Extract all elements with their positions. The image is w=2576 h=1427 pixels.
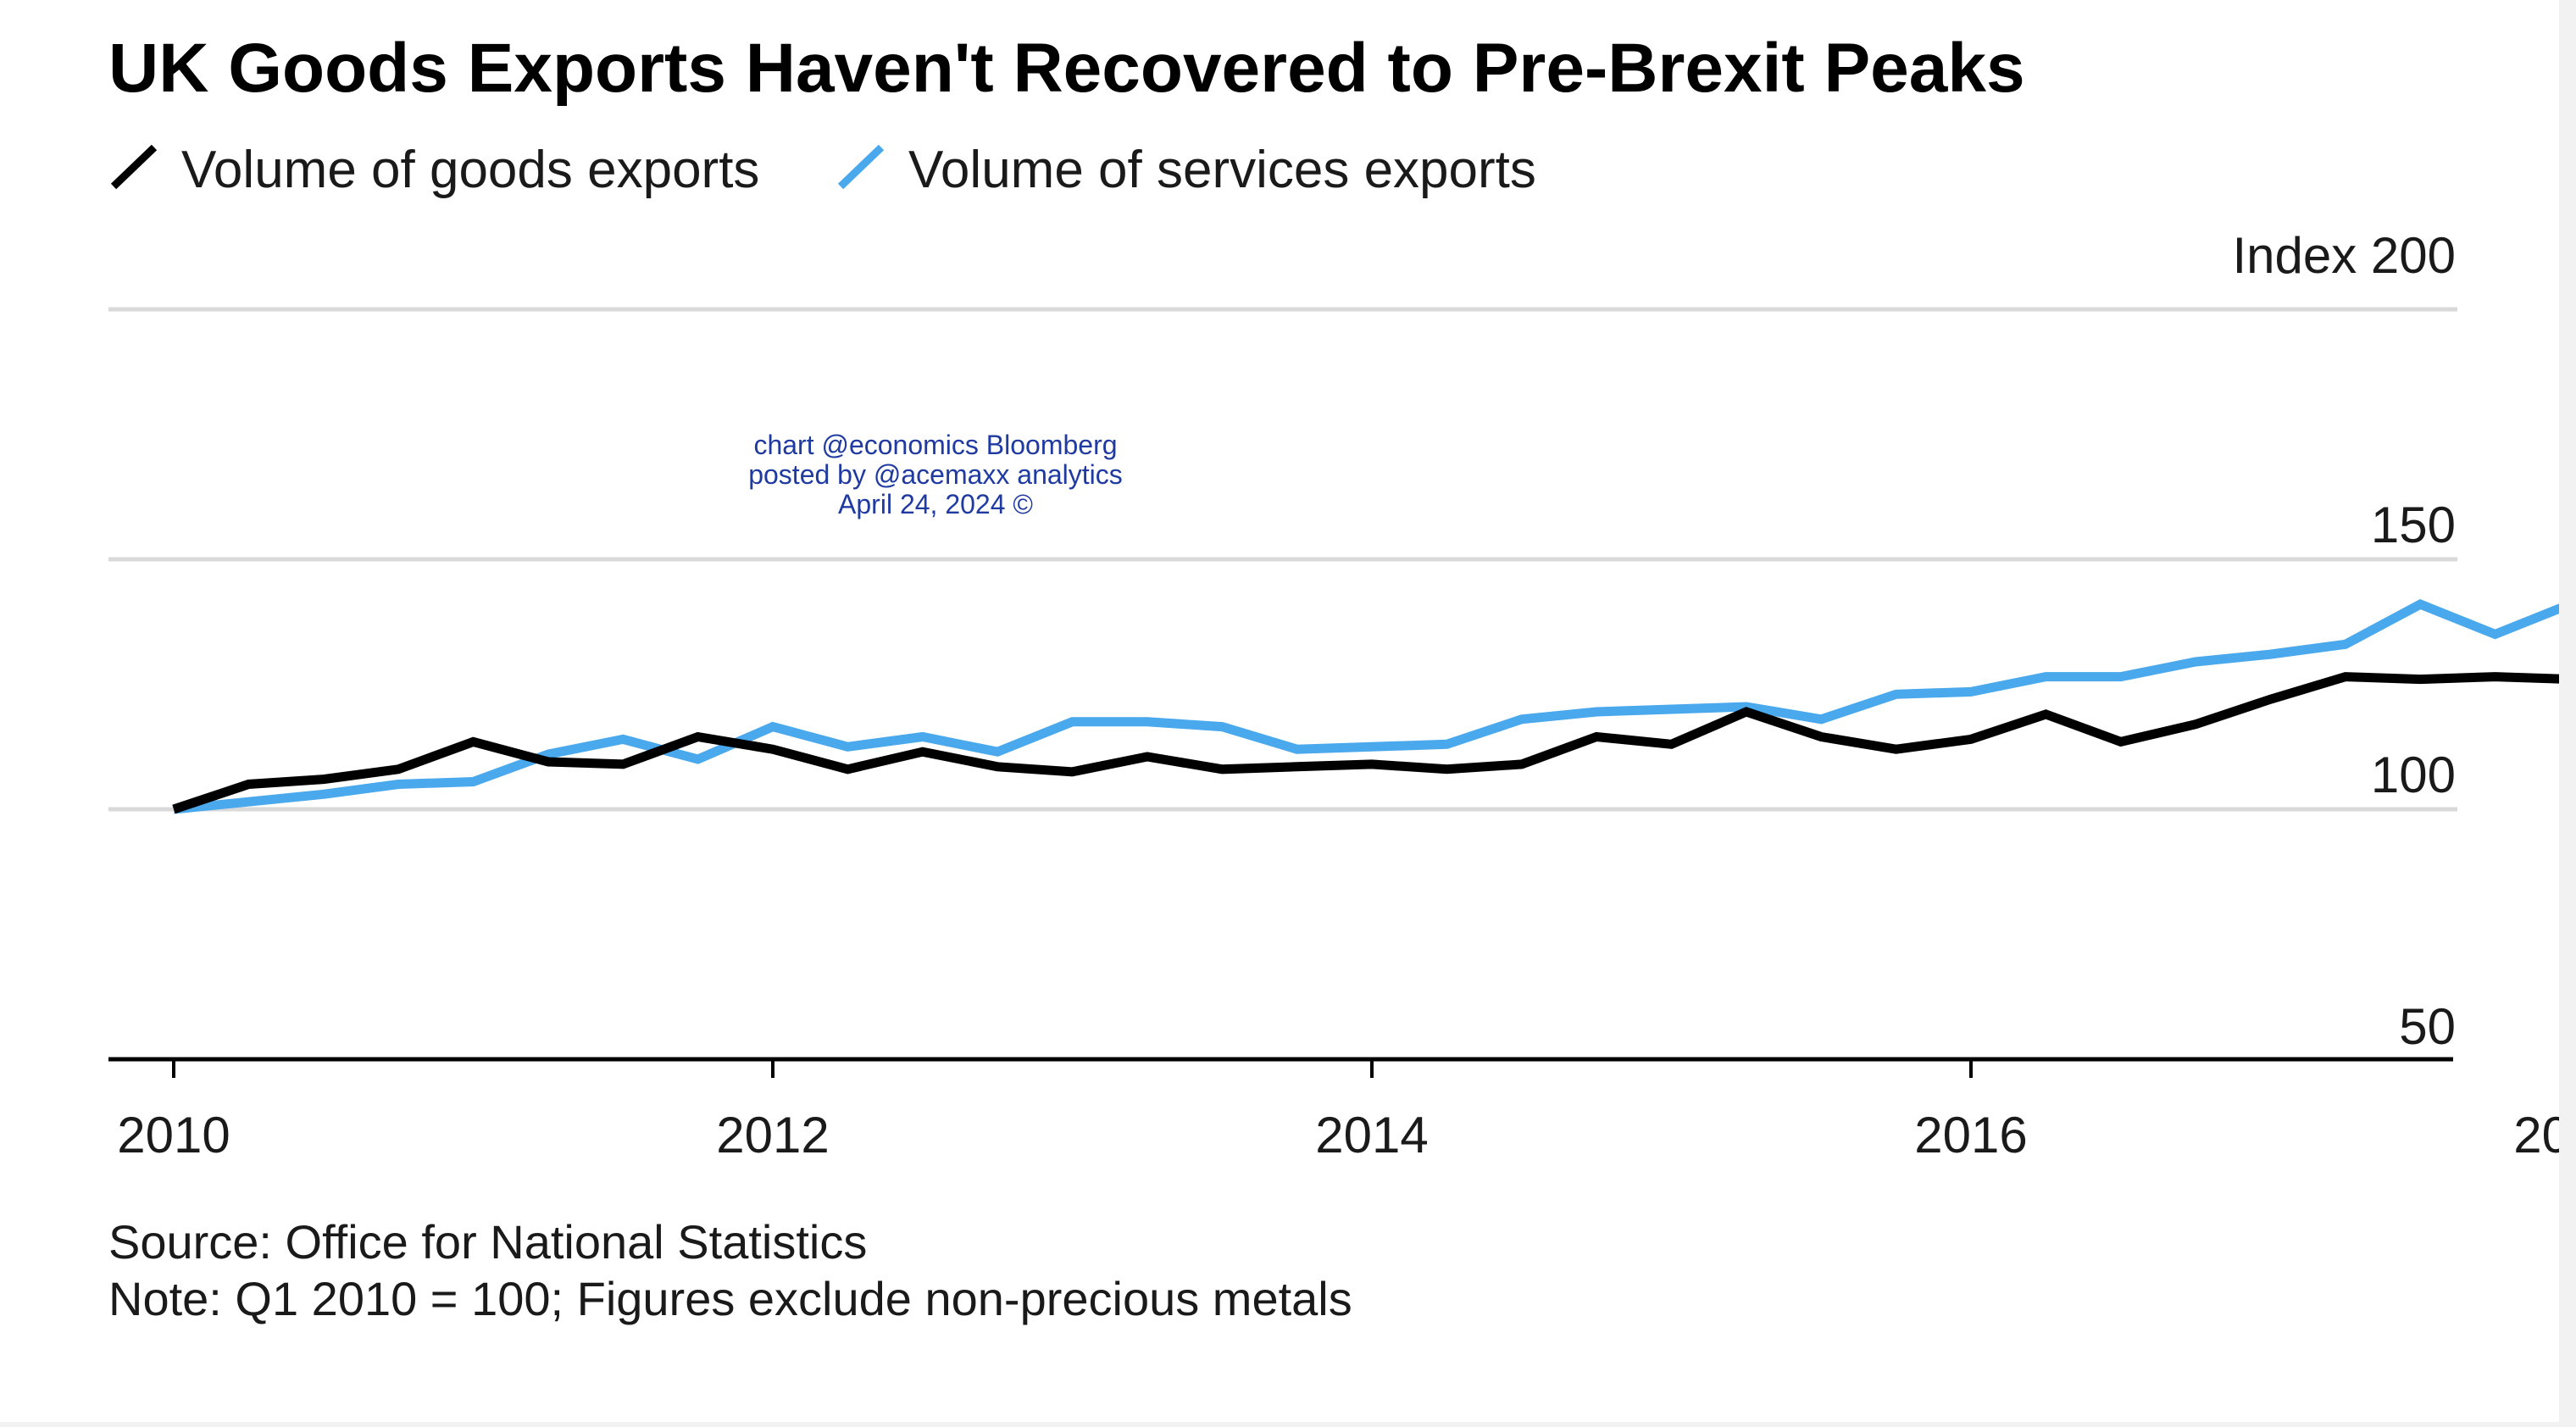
series-line-services	[173, 599, 2559, 814]
watermark-line3: April 24, 2024 ©	[838, 489, 1033, 519]
y-tick-labels: 50 100 150	[2371, 497, 2456, 1055]
y-tick-label: 100	[2371, 747, 2456, 803]
y-tick-label: 150	[2371, 497, 2456, 553]
series-lines	[172, 599, 2559, 814]
x-tick-label: 2012	[716, 1107, 829, 1163]
x-axis: 2010201220142016201820202022	[108, 1057, 2559, 1163]
gridlines	[108, 307, 2457, 812]
legend-swatch-goods	[110, 144, 158, 190]
x-tick-label: 2014	[1315, 1107, 1428, 1163]
watermark-line2: posted by @acemaxx analytics	[748, 459, 1123, 490]
y-unit-label: Index 200	[2232, 227, 2456, 284]
y-tick-label: 50	[2399, 998, 2456, 1055]
legend-swatch-services	[837, 144, 885, 190]
watermark-line1: chart @economics Bloomberg	[753, 430, 1117, 460]
legend-label-goods: Volume of goods exports	[181, 141, 759, 199]
source-note: Source: Office for National Statistics	[108, 1215, 867, 1269]
x-tick-label: 2010	[117, 1107, 230, 1163]
x-tick-label: 2016	[1914, 1107, 2027, 1163]
legend-label-services: Volume of services exports	[908, 141, 1536, 199]
chart-title: UK Goods Exports Haven't Recovered to Pr…	[108, 30, 2025, 107]
watermark: chart @economics Bloomberg posted by @ac…	[748, 430, 1123, 519]
legend: Volume of goods exports Volume of servic…	[110, 141, 1536, 199]
series-line-goods	[172, 672, 2559, 814]
footnote: Note: Q1 2010 = 100; Figures exclude non…	[108, 1272, 1352, 1325]
x-tick-label: 2018	[2513, 1107, 2559, 1163]
